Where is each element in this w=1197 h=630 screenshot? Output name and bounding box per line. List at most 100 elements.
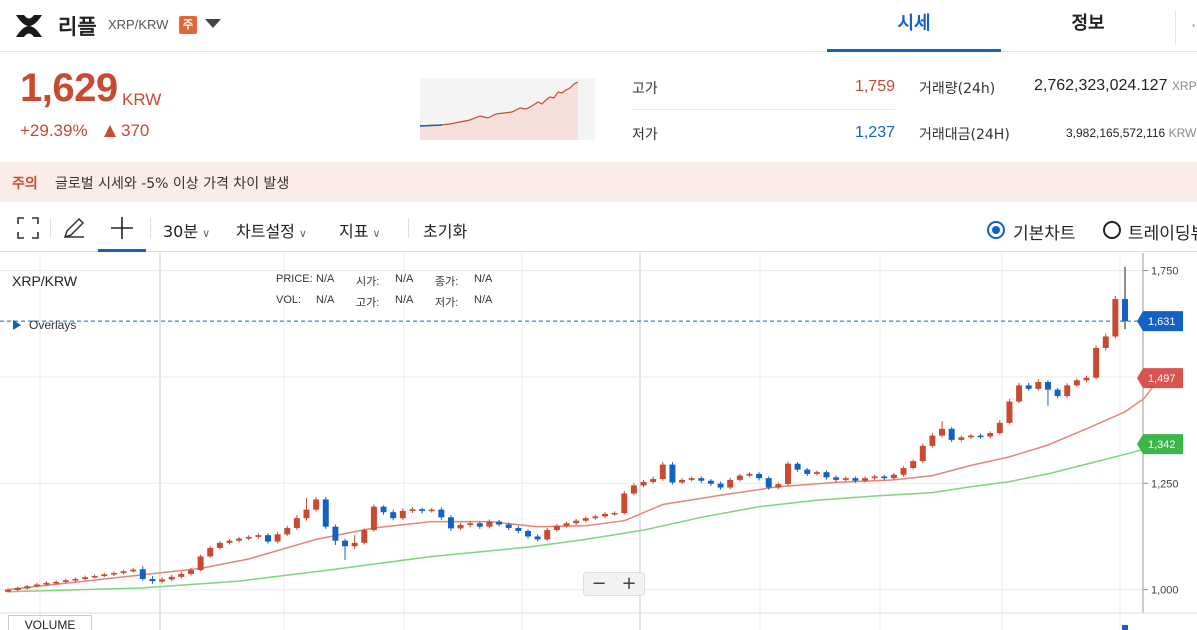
expand-triangle-icon xyxy=(13,320,21,330)
low-value: 1,237 xyxy=(854,124,895,141)
candle-body xyxy=(669,464,676,483)
reset-button[interactable]: 초기화 xyxy=(423,222,468,241)
legend-value: N/A xyxy=(474,273,493,285)
notice-tag: 주의 xyxy=(12,176,38,192)
low-label: 저가 xyxy=(632,127,658,143)
candle-body xyxy=(1122,299,1128,322)
candle-body xyxy=(852,478,859,481)
coin-select-dropdown-icon[interactable] xyxy=(205,19,221,28)
overlays-toggle[interactable]: Overlays xyxy=(13,318,76,332)
candle-body xyxy=(679,479,686,483)
up-arrow-icon xyxy=(104,125,116,137)
candle-body xyxy=(823,472,830,478)
basic-chart-radio[interactable] xyxy=(987,221,1005,239)
candle-body xyxy=(419,509,426,511)
zoom-out-button[interactable]: − xyxy=(591,573,607,594)
candle-body xyxy=(207,547,214,557)
candle-body xyxy=(717,483,724,488)
candle-body xyxy=(33,584,40,587)
price-unit: KRW xyxy=(122,90,162,109)
candle-body xyxy=(919,445,926,462)
tab-info[interactable]: 정보 xyxy=(1071,13,1105,34)
candle-body xyxy=(14,587,21,591)
interval-dropdown[interactable]: 30분 ∨ xyxy=(163,222,211,241)
zoom-in-button[interactable]: + xyxy=(621,573,637,594)
candle-body xyxy=(168,576,175,580)
candle-body xyxy=(62,580,69,582)
legend-key: PRICE: xyxy=(276,273,313,285)
crosshair-active-indicator xyxy=(98,249,146,252)
candle-body xyxy=(361,530,368,543)
coin-name: 리플 xyxy=(58,15,97,39)
candle-body xyxy=(987,433,994,437)
tradingview-radio[interactable] xyxy=(1103,221,1121,239)
xrp-logo-icon xyxy=(16,15,42,37)
volume-unit: XRP xyxy=(1171,79,1197,93)
legend-key: 종가: xyxy=(435,276,459,288)
tradingview-label[interactable]: 트레이딩뷰 xyxy=(1128,224,1197,244)
volume-pane-tab[interactable]: VOLUME xyxy=(8,615,92,630)
zoom-control: − + xyxy=(583,572,645,596)
more-tab[interactable]: · xyxy=(1191,16,1197,35)
candle-body xyxy=(24,586,31,589)
candle-body xyxy=(1073,380,1080,386)
candle-body xyxy=(399,510,406,519)
candle-body xyxy=(996,422,1003,434)
basic-chart-label[interactable]: 기본차트 xyxy=(1013,224,1076,244)
candle-body xyxy=(149,579,156,582)
pencil-icon[interactable] xyxy=(60,214,88,242)
candle-body xyxy=(284,527,291,535)
candle-body xyxy=(1054,389,1061,397)
candle-body xyxy=(351,542,358,547)
change-amount: 370 xyxy=(121,121,150,140)
volume-value: 2,762,323,024.127 XRP xyxy=(1034,77,1197,94)
candle-body xyxy=(110,573,117,575)
candle-body xyxy=(611,513,618,515)
candle-body xyxy=(390,512,397,519)
candle-body xyxy=(862,478,868,481)
candle-body xyxy=(842,478,849,480)
legend-key: 저가: xyxy=(435,297,459,309)
candle-body xyxy=(53,581,60,584)
candle-body xyxy=(216,542,223,548)
amount-unit: KRW xyxy=(1168,126,1197,140)
candle-body xyxy=(707,480,714,484)
ma-short-tag-label: 1,497 xyxy=(1148,373,1176,385)
last-price-tag-label: 1,631 xyxy=(1148,316,1176,328)
candle-body xyxy=(544,530,551,540)
volume-label: 거래량(24h) xyxy=(919,81,996,97)
toolbar-divider xyxy=(50,218,51,238)
candlestick-chart[interactable]: 1,000 1,250 1,750 1,631 1,497 1,342 XRP/KRW P… xyxy=(0,253,1197,630)
tab-price[interactable]: 시세 xyxy=(827,0,1001,52)
chart-canvas[interactable]: 1,000 1,250 1,750 1,631 1,497 1,342 xyxy=(0,253,1197,630)
legend-key: 고가: xyxy=(356,297,380,309)
candle-body xyxy=(515,527,522,531)
toolbar-divider xyxy=(408,218,409,238)
candle-body xyxy=(698,478,705,481)
y-tick-label: 1,250 xyxy=(1151,478,1179,490)
candle-body xyxy=(573,520,580,524)
candle-body xyxy=(621,493,628,514)
chevron-down-icon: ∨ xyxy=(298,227,307,240)
candle-body xyxy=(650,479,657,482)
candle-body xyxy=(688,478,695,480)
header-divider xyxy=(1175,10,1176,44)
indicators-dropdown[interactable]: 지표 ∨ xyxy=(339,222,381,241)
candle-body xyxy=(640,481,647,486)
candle-body xyxy=(438,509,445,518)
change-percent: +29.39% xyxy=(20,121,88,140)
coin-header: 리플 XRP/KRW 주 시세 정보 · xyxy=(0,0,1197,52)
candle-body xyxy=(476,523,483,527)
candle-body xyxy=(746,473,753,476)
candle-body xyxy=(563,523,570,526)
fullscreen-icon[interactable] xyxy=(14,214,42,242)
candle-body xyxy=(784,463,791,485)
candle-body xyxy=(187,570,194,574)
chart-settings-dropdown[interactable]: 차트설정 ∨ xyxy=(236,222,307,241)
candle-body xyxy=(659,464,666,480)
crosshair-icon[interactable] xyxy=(108,214,136,242)
candle-body xyxy=(380,506,387,513)
ma-long-tag-label: 1,342 xyxy=(1148,439,1176,451)
legend-value: N/A xyxy=(395,294,414,306)
stats-divider xyxy=(632,109,895,110)
